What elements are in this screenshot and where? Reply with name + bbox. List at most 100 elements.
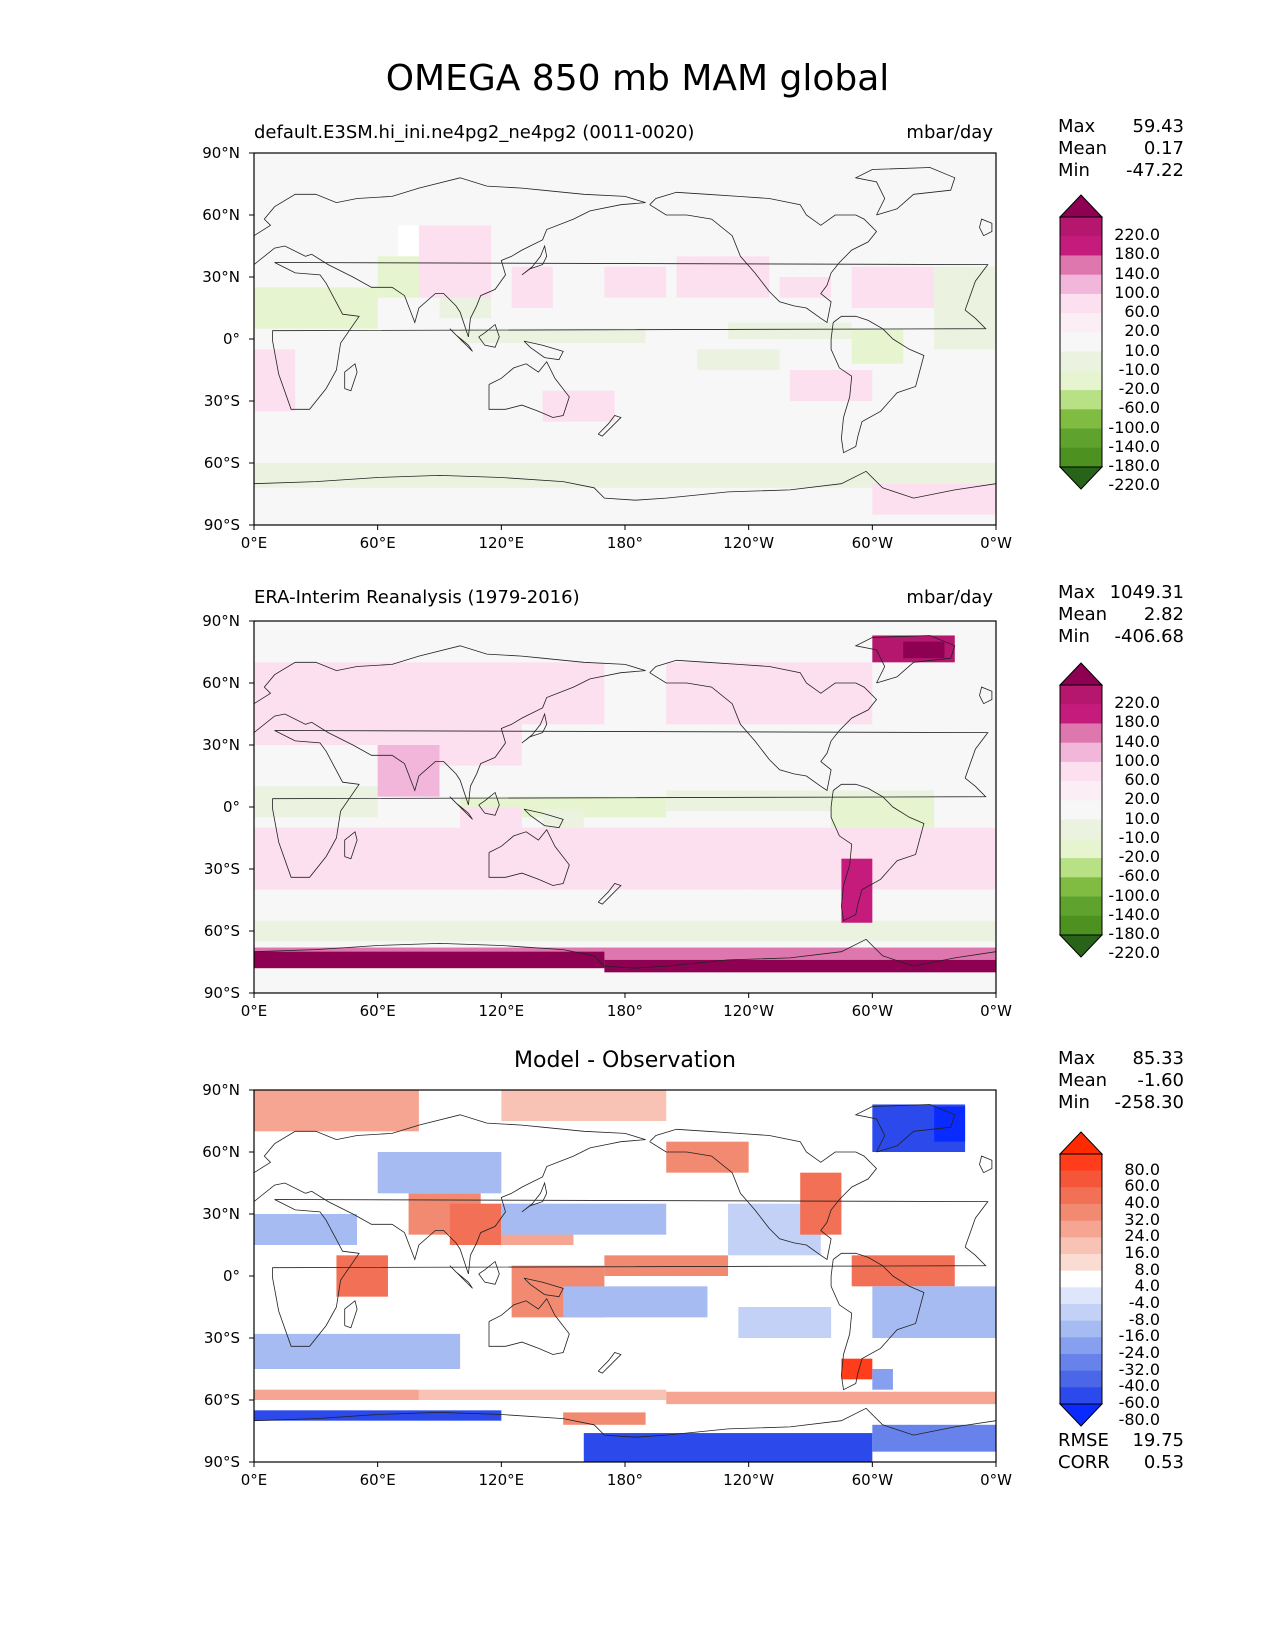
coastline: [272, 1199, 989, 1347]
colorbar-swatch: [1060, 819, 1102, 840]
field-cell: [254, 786, 378, 818]
colorbar-tick-label: -220.0: [1108, 943, 1160, 963]
colorbar-swatch: [1060, 1337, 1102, 1355]
panel-1-title: default.E3SM.hi_ini.ne4pg2_ne4pg2 (0011-…: [254, 122, 695, 143]
colorbar-tick-label: -180.0: [1108, 924, 1160, 943]
coastlines: [254, 635, 996, 969]
field-cell: [851, 1255, 955, 1287]
field-cell: [666, 1141, 749, 1173]
panel-2-units: mbar/day: [906, 587, 993, 608]
coastline: [854, 1104, 956, 1153]
y-tick-label: 90°S: [203, 516, 240, 534]
field-cell: [418, 225, 492, 298]
stat-max: Max 59.43: [1058, 116, 1184, 137]
coastline: [254, 938, 996, 969]
field-cell: [418, 1389, 667, 1400]
field-cell: [851, 266, 935, 308]
field-patches: [254, 153, 996, 525]
metric-corr: CORR 0.53: [1058, 1452, 1184, 1473]
colorbar-swatch: [1060, 1187, 1102, 1205]
stat-min: Min -406.68: [1058, 626, 1184, 647]
observation-map: [249, 620, 1104, 998]
field-cell: [872, 1369, 893, 1390]
colorbar-tick-label: 100.0: [1114, 282, 1160, 302]
field-cell: [542, 390, 615, 422]
y-tick-label: 60°S: [203, 922, 240, 940]
x-tick-label: 60°E: [359, 1471, 396, 1489]
field-cell: [738, 1307, 832, 1338]
field-cell: [254, 1410, 502, 1421]
stat-min: Min -258.30: [1058, 1092, 1184, 1113]
field-cell: [789, 370, 873, 401]
coastline: [254, 177, 646, 338]
y-tick-label: 30°S: [203, 1329, 240, 1347]
colorbar-min-extension: [1058, 1403, 1104, 1427]
colorbar-swatch: [1060, 1154, 1102, 1172]
x-tick-label: 180°: [606, 534, 644, 552]
colorbar-swatch: [1060, 1354, 1102, 1372]
field-cell: [831, 796, 935, 828]
field-cell: [254, 951, 605, 969]
colorbar-tick-label: 140.0: [1114, 263, 1160, 283]
x-tick-label: 120°E: [478, 534, 525, 552]
colorbar-swatch: [1060, 1287, 1102, 1305]
colorbar-tick-label: -140.0: [1108, 904, 1160, 924]
y-tick-label: 30°N: [202, 1205, 240, 1223]
colorbar-tick-label: -80.0: [1118, 1409, 1160, 1429]
y-tick-label: 90°N: [202, 144, 240, 162]
y-tick-label: 90°S: [203, 984, 240, 1002]
x-tick-label: 60°W: [851, 1471, 894, 1489]
colorbar-swatch: [1060, 838, 1102, 859]
panel-1-units: mbar/day: [906, 122, 993, 143]
colorbar-swatch: [1060, 313, 1102, 333]
colorbar: [1058, 662, 1104, 958]
panel-3-stats: Max 85.33 Mean -1.60 Min -258.30: [1058, 1048, 1184, 1114]
stat-min: Min -47.22: [1058, 160, 1184, 181]
colorbar-tick-label: 40.0: [1124, 1193, 1160, 1212]
colorbar-swatch: [1060, 1254, 1102, 1272]
colorbar-tick-label: -180.0: [1108, 456, 1160, 475]
figure-title: OMEGA 850 mb MAM global: [385, 58, 890, 99]
colorbar-swatch: [1060, 877, 1102, 898]
coastline: [523, 808, 564, 829]
colorbar-swatch: [1060, 742, 1102, 763]
x-tick-label: 120°W: [723, 534, 775, 552]
coastlines: [254, 167, 996, 501]
colorbar-swatch: [1060, 915, 1102, 936]
x-tick-label: 0°W: [980, 1471, 1012, 1489]
colorbar-swatch: [1060, 1170, 1102, 1188]
colorbar-frame: [1059, 216, 1103, 468]
colorbar-tick-label: -10.0: [1118, 827, 1160, 847]
coastline: [597, 415, 622, 437]
stat-max: Max 85.33: [1058, 1048, 1184, 1069]
field-cell: [800, 1172, 842, 1235]
field-cell: [841, 858, 873, 923]
coastline: [979, 686, 993, 705]
colorbar-frame: [1059, 684, 1103, 936]
colorbar: [1058, 1131, 1104, 1427]
colorbar-tick-label: -100.0: [1108, 885, 1160, 905]
x-tick-label: 0°E: [240, 1002, 268, 1020]
colorbar-tick-label: 140.0: [1114, 731, 1160, 751]
colorbar-swatch: [1060, 781, 1102, 801]
colorbar-swatch: [1060, 390, 1102, 410]
model-map: [249, 152, 1104, 530]
coastline: [830, 783, 925, 922]
field-cell: [563, 1412, 646, 1425]
colorbar-tick-label: 10.0: [1124, 340, 1160, 360]
y-tick-label: 90°S: [203, 1453, 240, 1471]
colorbar-tick-label: 20.0: [1124, 789, 1160, 809]
panel-2-title: ERA-Interim Reanalysis (1979-2016): [254, 587, 580, 608]
colorbar-swatch: [1060, 351, 1102, 372]
coastline: [449, 328, 473, 352]
y-tick-label: 30°N: [202, 268, 240, 286]
colorbar-tick-label: -140.0: [1108, 436, 1160, 456]
coastline: [521, 712, 548, 744]
colorbar-swatch: [1060, 1320, 1102, 1338]
field-cell: [851, 328, 904, 364]
coastline: [488, 1297, 570, 1355]
field-cell: [841, 1358, 873, 1380]
field-patches: [254, 621, 996, 993]
field-cell: [254, 1389, 419, 1400]
field-cell: [583, 1433, 873, 1462]
